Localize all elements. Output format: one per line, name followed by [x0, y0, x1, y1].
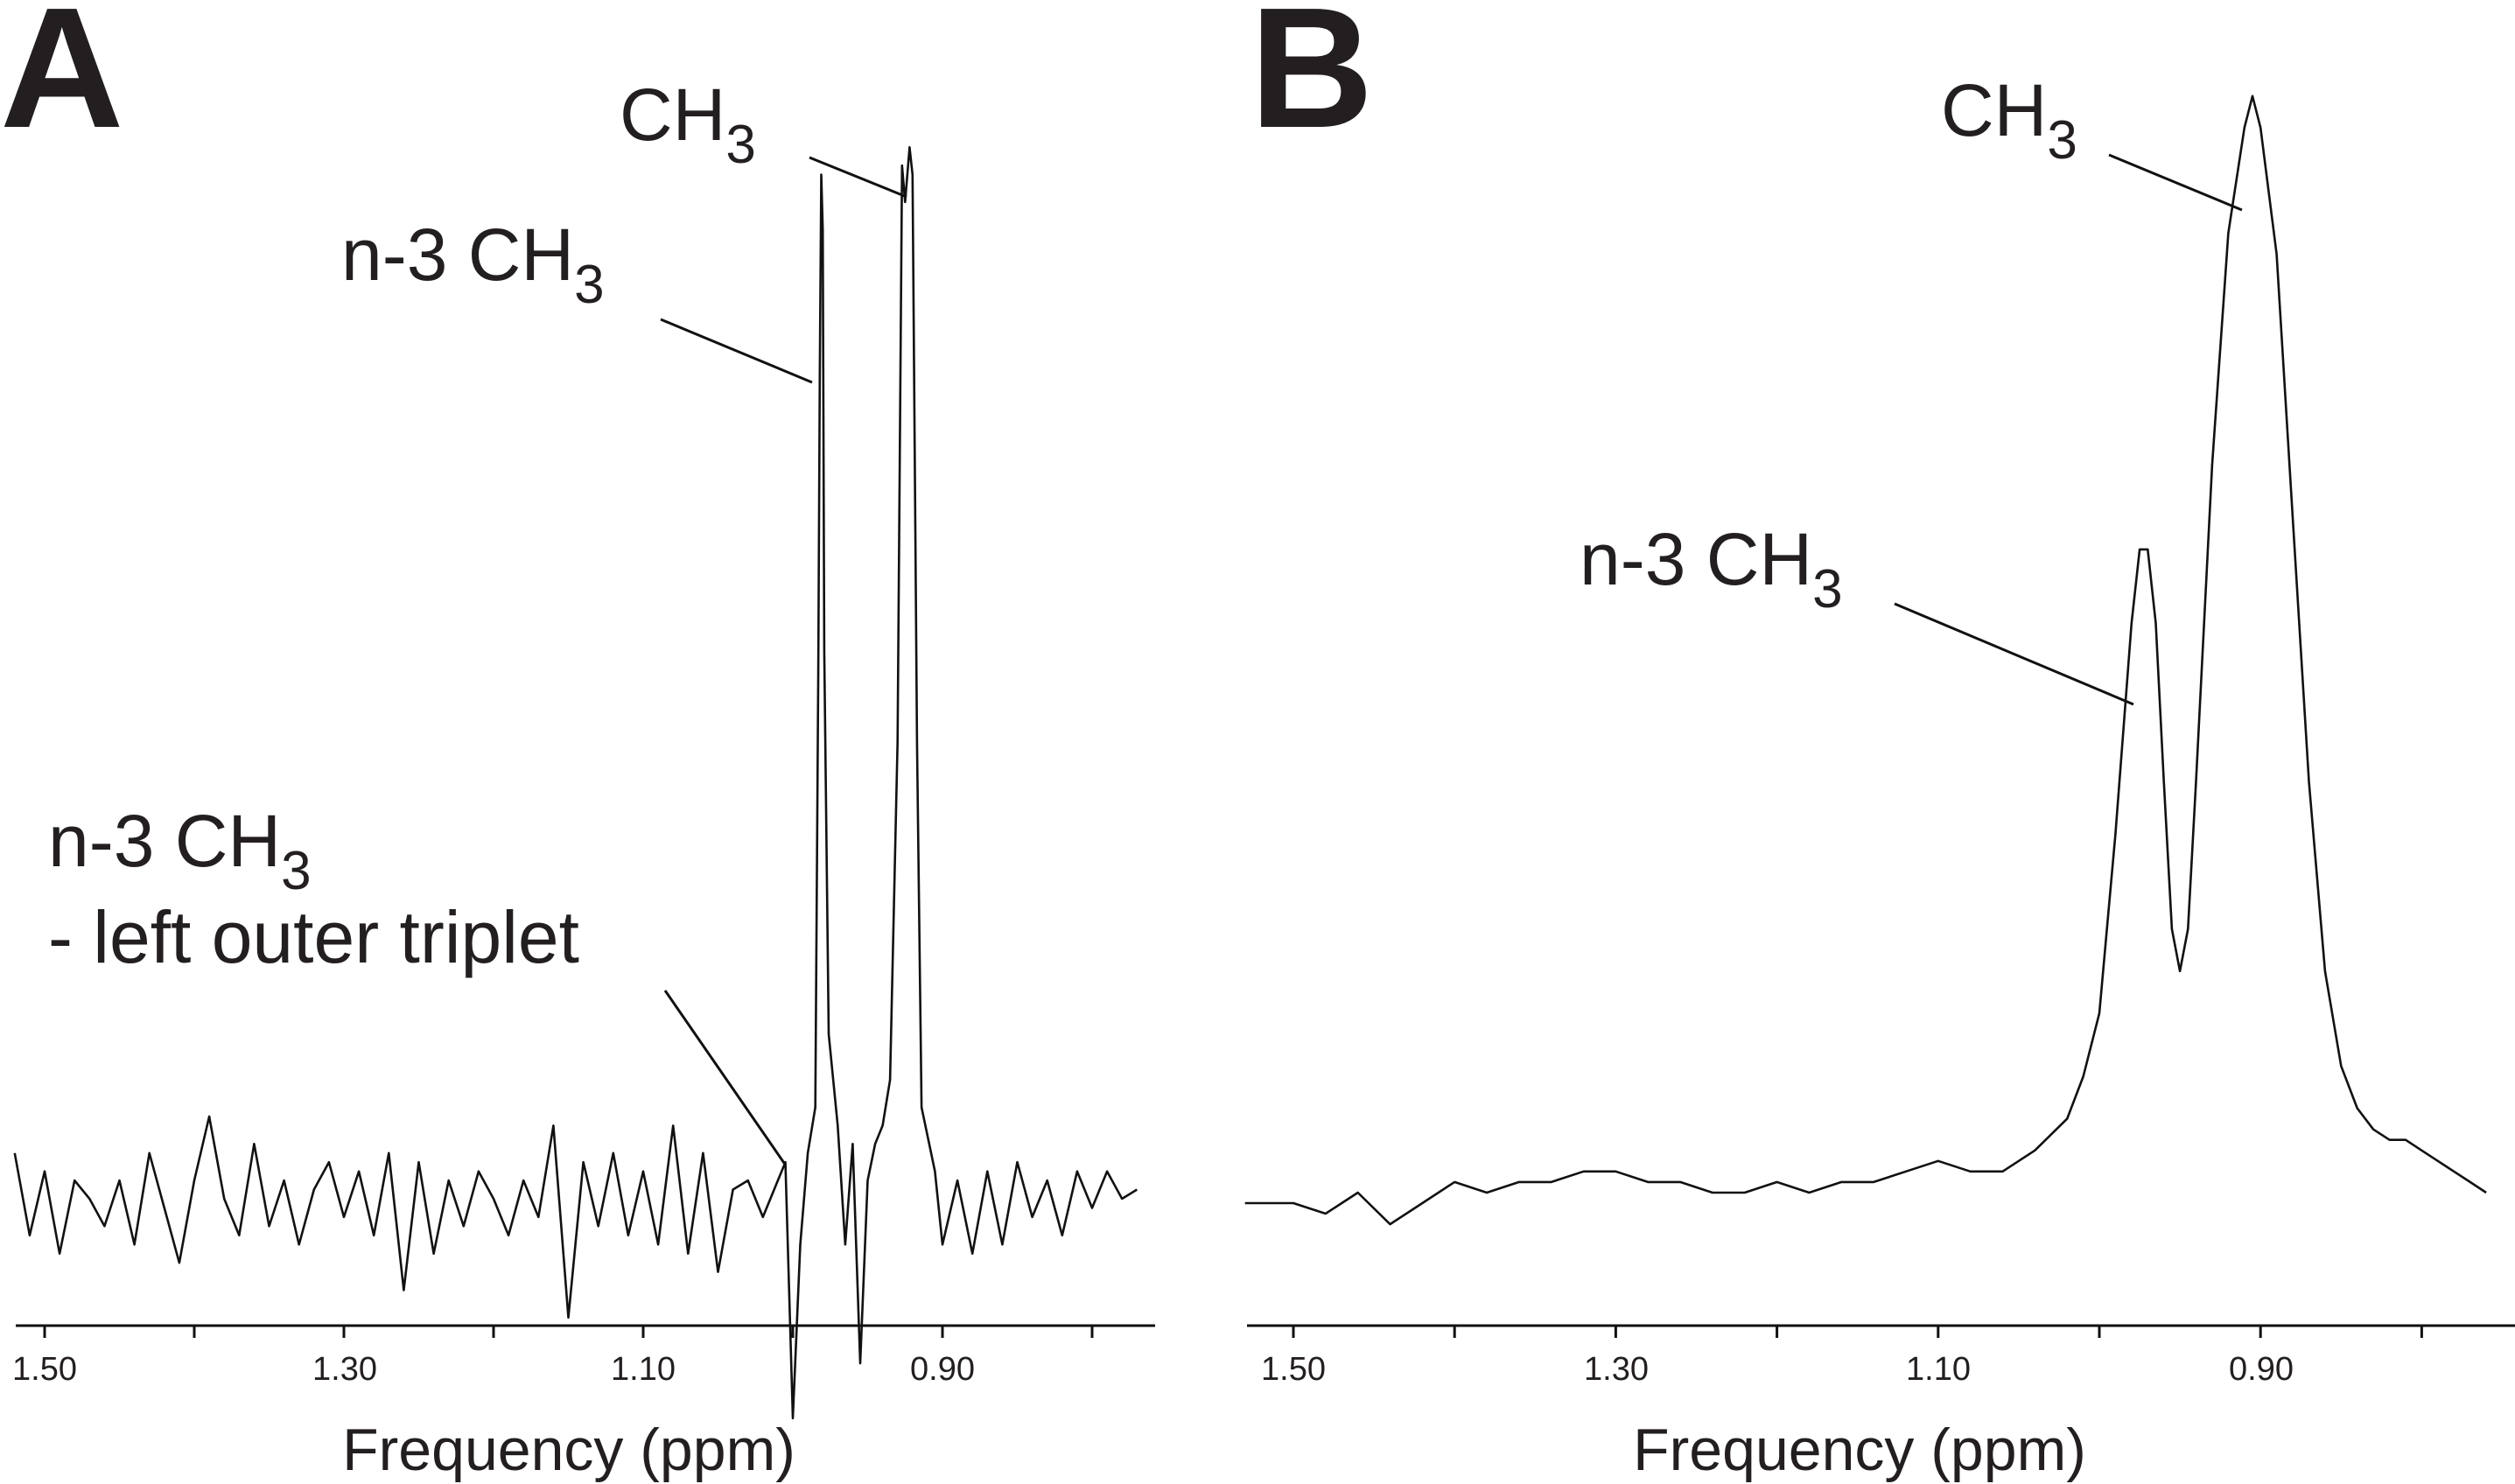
- panel-b-tick-label-1-50: 1.50: [1261, 1351, 1326, 1388]
- panel-a-spectrum-line: [13, 146, 1138, 1420]
- panel-b-ch3-leader: [2108, 153, 2243, 212]
- panel-a-triplet-label: n-3 CH3: [48, 800, 312, 901]
- panel-a-n3-ch3-leader: [660, 318, 813, 384]
- panel-b: B CH3 n-3 CH3 1.50 1.30 1.10 0.90 Freque…: [1244, 0, 2515, 1483]
- panel-a-ch3-leader: [809, 156, 907, 199]
- panel-a-ch3-label: CH3: [620, 74, 756, 175]
- panel-a-tick-label-0-90: 0.90: [910, 1351, 975, 1388]
- panel-a-x-axis-label: Frequency (ppm): [342, 1417, 795, 1483]
- panel-b-spectrum-line: [1244, 94, 2487, 1226]
- panel-a-triplet-leader: [663, 990, 788, 1166]
- panel-a-letter: A: [0, 0, 124, 164]
- panel-b-x-axis-label: Frequency (ppm): [1633, 1417, 2086, 1483]
- panel-a-x-ticks: [43, 1326, 1094, 1338]
- panel-b-n3-ch3-leader: [1894, 602, 2134, 706]
- panel-b-ch3-label: CH3: [1941, 69, 2077, 171]
- panel-a: A CH3 n-3 CH3 n-3 CH3 - left outer tripl…: [0, 0, 1155, 1483]
- panel-a-tick-label-1-50: 1.50: [12, 1351, 77, 1388]
- panel-b-tick-label-0-90: 0.90: [2229, 1351, 2294, 1388]
- panel-a-triplet-label-line2: - left outer triplet: [48, 896, 579, 978]
- panel-b-n3-ch3-label: n-3 CH3: [1580, 518, 1843, 620]
- panel-b-tick-label-1-10: 1.10: [1906, 1351, 1971, 1388]
- panel-a-tick-label-1-30: 1.30: [312, 1351, 377, 1388]
- panel-a-n3-ch3-label: n-3 CH3: [341, 214, 605, 315]
- panel-b-letter: B: [1250, 0, 1374, 164]
- panel-b-x-ticks: [1292, 1326, 2423, 1338]
- panel-a-tick-label-1-10: 1.10: [611, 1351, 676, 1388]
- panel-b-tick-label-1-30: 1.30: [1584, 1351, 1649, 1388]
